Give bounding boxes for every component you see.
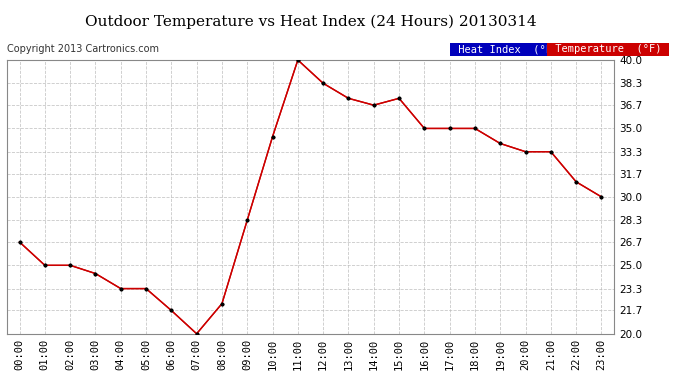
Text: Temperature  (°F): Temperature (°F) bbox=[549, 44, 667, 54]
Text: Outdoor Temperature vs Heat Index (24 Hours) 20130314: Outdoor Temperature vs Heat Index (24 Ho… bbox=[85, 15, 536, 29]
Text: Copyright 2013 Cartronics.com: Copyright 2013 Cartronics.com bbox=[7, 44, 159, 54]
Text: Heat Index  (°F): Heat Index (°F) bbox=[452, 44, 564, 54]
